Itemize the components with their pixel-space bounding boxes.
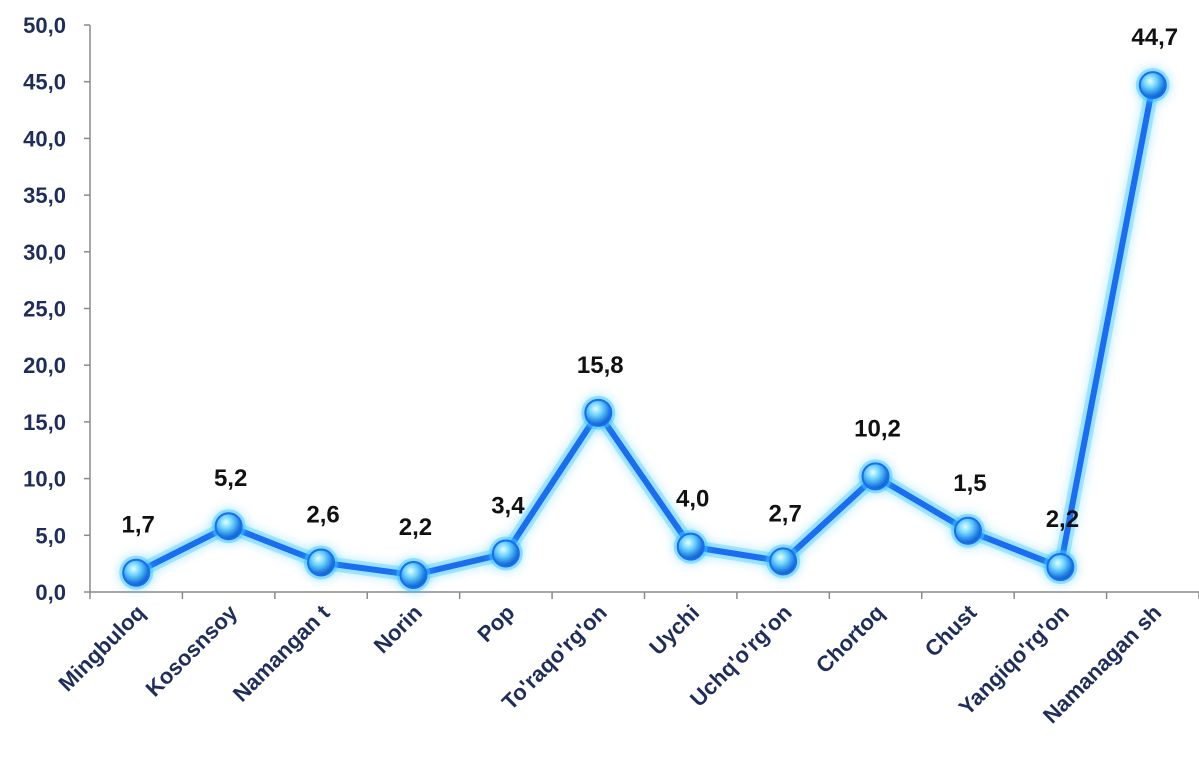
x-tick-label: Pop bbox=[472, 600, 519, 647]
y-tick-label: 20,0 bbox=[23, 353, 66, 378]
data-label: 2,7 bbox=[768, 500, 801, 527]
data-label: 44,7 bbox=[1131, 24, 1178, 51]
x-tick-label: Chortoq bbox=[811, 600, 889, 678]
y-tick-label: 45,0 bbox=[23, 70, 66, 95]
data-label: 2,6 bbox=[306, 502, 339, 529]
series-line-glow bbox=[133, 83, 1160, 582]
data-point bbox=[861, 462, 890, 491]
y-tick-label: 35,0 bbox=[23, 183, 66, 208]
data-point bbox=[1046, 553, 1075, 582]
data-label: 5,2 bbox=[214, 465, 247, 492]
data-point bbox=[676, 532, 705, 561]
y-axis: 0,0 5,0 10,0 15,0 20,0 25,0 30,0 35,0 40,0 45,0 50… bbox=[23, 13, 91, 605]
x-tick-label: Kososnsoy bbox=[141, 599, 243, 701]
y-tick-label: 10,0 bbox=[23, 467, 66, 492]
series-line-group bbox=[119, 68, 1170, 592]
y-tick-label: 30,0 bbox=[23, 240, 66, 265]
data-label: 2,2 bbox=[399, 514, 432, 541]
data-label: 4,0 bbox=[676, 486, 709, 513]
y-tick-label: 50,0 bbox=[23, 13, 66, 38]
y-tick-label: 0,0 bbox=[35, 580, 66, 605]
data-label: 1,7 bbox=[122, 512, 155, 539]
y-tick-label: 40,0 bbox=[23, 126, 66, 151]
data-point bbox=[122, 558, 151, 587]
data-point bbox=[1138, 71, 1167, 100]
data-point bbox=[584, 398, 613, 427]
x-tick-label: Chust bbox=[920, 599, 982, 661]
x-tick-label: Norin bbox=[369, 600, 427, 658]
x-tick-label: Uychi bbox=[644, 600, 704, 660]
data-point bbox=[953, 516, 982, 545]
data-point bbox=[491, 539, 520, 568]
data-point bbox=[769, 547, 798, 576]
x-tick-label: Namangan t bbox=[228, 599, 335, 706]
data-label: 15,8 bbox=[577, 352, 624, 379]
y-tick-label: 5,0 bbox=[35, 523, 66, 548]
x-tick-label: Mingbuloq bbox=[53, 600, 149, 696]
data-point bbox=[399, 560, 428, 589]
y-tick-label: 25,0 bbox=[23, 297, 66, 322]
data-labels-group: 1,7 5,2 2,6 2,2 3,4 15,8 4,0 2,7 10,2 1,5 2,2 44,7 bbox=[122, 24, 1179, 541]
data-label: 10,2 bbox=[854, 415, 901, 442]
data-point bbox=[214, 512, 243, 541]
y-tick-label: 15,0 bbox=[23, 410, 66, 435]
data-label: 2,2 bbox=[1046, 506, 1079, 533]
data-point bbox=[307, 548, 336, 577]
data-label: 1,5 bbox=[953, 470, 986, 497]
data-label: 3,4 bbox=[491, 492, 525, 519]
series-line bbox=[133, 82, 1156, 578]
